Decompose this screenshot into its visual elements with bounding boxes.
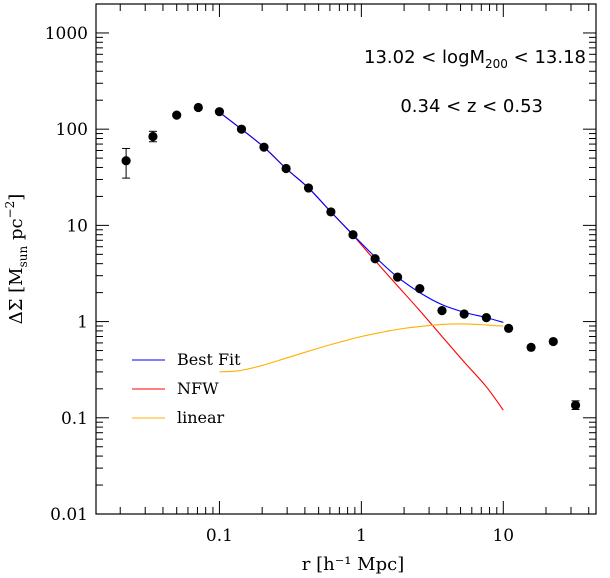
y-axis-label-sub: sun xyxy=(16,246,30,268)
y-axis-label-end: ] xyxy=(6,194,27,201)
y-axis-label: ΔΣ [Msun pc−2] xyxy=(3,194,30,325)
x-axis-ticks: 0.1 1 10 xyxy=(119,4,590,546)
x-tick-label: 0.1 xyxy=(206,526,233,546)
data-point xyxy=(303,183,314,193)
data-point xyxy=(348,230,358,240)
data-point xyxy=(570,400,581,410)
legend-label-best-fit: Best Fit xyxy=(177,350,241,369)
y-tick-label: 1 xyxy=(77,313,88,333)
y-axis-label-tail: pc xyxy=(6,218,27,245)
mass-range-annotation: 13.02 < logM200 < 13.18 xyxy=(364,47,586,71)
y-axis-label-sup: −2 xyxy=(3,201,17,219)
y-axis-ticks: 0.01 0.1 1 10 100 1000 xyxy=(45,3,596,525)
data-point xyxy=(214,107,225,117)
data-point xyxy=(326,207,336,217)
data-point xyxy=(281,163,291,174)
data-point xyxy=(481,313,491,323)
data-point xyxy=(392,272,403,282)
y-tick-label: 1000 xyxy=(45,24,88,44)
data-point xyxy=(504,323,514,333)
legend: Best Fit NFW linear xyxy=(132,350,241,427)
data-point xyxy=(236,124,247,134)
data-point xyxy=(415,284,425,294)
data-point xyxy=(548,336,558,347)
redshift-range-annotation: 0.34 < z < 0.53 xyxy=(400,96,543,117)
x-tick-label: 10 xyxy=(492,526,514,546)
data-point xyxy=(459,309,469,319)
series-line-linear xyxy=(219,323,504,373)
plot-frame xyxy=(95,3,597,515)
legend-label-nfw: NFW xyxy=(177,379,219,398)
x-tick-label: 1 xyxy=(356,526,367,546)
data-point xyxy=(526,342,536,352)
y-tick-label: 0.1 xyxy=(61,409,88,429)
mass-range-sub: 200 xyxy=(485,57,508,71)
y-tick-label: 0.01 xyxy=(50,505,88,525)
data-point xyxy=(437,306,447,316)
data-point xyxy=(172,110,182,120)
data-point xyxy=(121,156,131,166)
x-axis-label: r [h⁻¹ Mpc] xyxy=(302,554,404,575)
model-curves xyxy=(219,111,504,411)
y-axis-label-main: ΔΣ [M xyxy=(6,267,27,324)
y-tick-label: 10 xyxy=(66,216,88,236)
data-point xyxy=(259,142,269,152)
data-point xyxy=(370,254,380,264)
mass-range-prefix: 13.02 < logM xyxy=(364,47,485,68)
data-point xyxy=(193,102,203,113)
legend-label-linear: linear xyxy=(177,408,225,427)
y-tick-label: 100 xyxy=(56,120,88,140)
mass-range-suffix: < 13.18 xyxy=(508,47,586,68)
data-points xyxy=(121,102,581,410)
data-point xyxy=(148,131,158,142)
